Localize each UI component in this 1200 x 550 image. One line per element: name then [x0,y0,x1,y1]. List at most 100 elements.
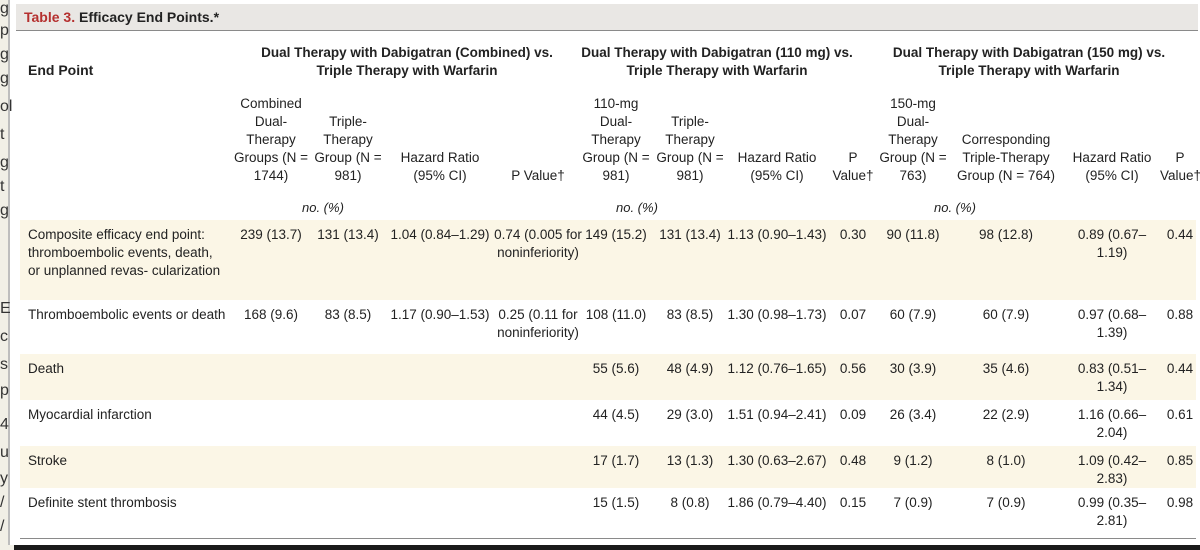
adjacent-page-fragment: / [0,518,5,535]
row-label: Thromboembolic events or death [28,307,226,322]
table-cell: 8 (0.8) [670,495,710,510]
table-cell: 149 (15.2) [585,227,647,242]
column-header-text: P Value† [832,150,874,183]
table-cell: 60 (7.9) [889,307,937,322]
column-header: Hazard Ratio (95% CI) [386,95,494,185]
table-cell: 108 (11.0) [585,307,647,322]
column-header: Triple- Therapy Group (N = 981) [654,95,726,185]
table-cell: 131 (13.4) [659,227,721,242]
adjacent-page-fragment: 4 [0,416,9,433]
table-cell: 131 (13.4) [317,227,379,242]
table-cell: 1.86 (0.79–4.40) [727,495,827,510]
table-cell: 0.83 (0.51–1.34) [1077,361,1147,394]
table-cell: 30 (3.9) [889,361,937,376]
table-cell: 1.16 (0.66–2.04) [1077,407,1147,440]
adjacent-page-fragment: s [0,356,8,373]
table-cell: 1.17 (0.90–1.53) [390,307,490,322]
bottom-rule [20,538,1196,539]
adjacent-page-fragment: y [0,470,8,487]
units-label: no. (%) [616,200,658,215]
table-cell: 1.09 (0.42–2.83) [1077,453,1147,486]
adjacent-page-fragment: c [0,328,8,345]
column-header-text: Corresponding Triple-Therapy Group (N = … [957,132,1055,183]
table-cell: 0.15 [839,495,867,510]
end-point-header: End Point [28,62,94,78]
column-header-text: Hazard Ratio (95% CI) [1072,150,1152,183]
column-header: 110-mg Dual- Therapy Group (N = 981) [578,95,654,185]
table-cell: 0.98 [1166,495,1194,510]
adjacent-page-fragment: p [0,22,9,39]
table-number: Table 3. [24,9,76,25]
table-cell: 26 (3.4) [889,407,937,422]
table-cell: 1.04 (0.84–1.29) [390,227,490,242]
table-cell: 0.25 (0.11 for noninferiority) [497,307,579,340]
table-cell: 90 (11.8) [886,227,940,242]
column-header: Corresponding Triple-Therapy Group (N = … [948,95,1064,185]
column-header: Combined Dual- Therapy Groups (N = 1744) [232,95,310,185]
column-header: P Value† [828,95,878,185]
table-cell: 83 (8.5) [324,307,372,322]
adjacent-page-fragment: g [0,70,9,87]
table-cell: 0.09 [839,407,867,422]
table-cell: 55 (5.6) [592,361,640,376]
column-header-text: Triple- Therapy Group (N = 981) [314,114,382,183]
table-row [20,446,1196,488]
table-cell: 1.30 (0.98–1.73) [727,307,827,322]
table-cell: 98 (12.8) [978,227,1034,242]
column-header: Hazard Ratio (95% CI) [726,95,828,185]
table-cell: 60 (7.9) [982,307,1030,322]
table-cell: 1.30 (0.63–2.67) [727,453,827,468]
table-cell: 0.44 [1166,361,1194,376]
column-group-header: Dual Therapy with Dabigatran (150 mg) vs… [892,45,1166,78]
table-cell: 9 (1.2) [893,453,933,468]
adjacent-page-fragment: g [0,46,9,63]
row-label: Death [28,361,65,376]
column-header: Hazard Ratio (95% CI) [1064,95,1160,185]
column-header: P Value† [494,95,582,185]
column-header: 150-mg Dual- Therapy Group (N = 763) [878,95,948,185]
units-label: no. (%) [302,200,344,215]
table-cell: 7 (0.9) [986,495,1026,510]
table-cell: 8 (1.0) [986,453,1026,468]
column-header-text: P Value† [511,168,565,183]
column-header-text: P Value† [1160,150,1200,183]
row-label: Composite efficacy end point: thromboemb… [28,227,221,278]
column-header-text: 150-mg Dual- Therapy Group (N = 763) [879,96,947,183]
table-row [20,354,1196,400]
table-cell: 0.44 [1166,227,1194,242]
column-header-text: Combined Dual- Therapy Groups (N = 1744) [234,96,308,183]
adjacent-page-fragment: g [0,0,9,17]
table-cell: 1.13 (0.90–1.43) [727,227,827,242]
column-header: Triple- Therapy Group (N = 981) [310,95,386,185]
table-cell: 7 (0.9) [893,495,933,510]
column-header-text: Hazard Ratio (95% CI) [737,150,817,183]
column-header-text: Triple- Therapy Group (N = 981) [656,114,724,183]
column-header-text: 110-mg Dual- Therapy Group (N = 981) [582,96,650,183]
table-cell: 168 (9.6) [243,307,299,322]
table-cell: 0.85 [1166,453,1194,468]
table-cell: 22 (2.9) [982,407,1030,422]
table-cell: 0.61 [1166,407,1194,422]
table-cell: 29 (3.0) [666,407,714,422]
adjacent-page-fragment: g [0,202,9,219]
column-header-text: Hazard Ratio (95% CI) [400,150,480,183]
adjacent-page-fragment: u [0,444,9,461]
row-label: Myocardial infarction [28,407,152,422]
table-cell: 0.07 [839,307,867,322]
table-title-text: Efficacy End Points.* [75,9,220,25]
table-cell: 1.12 (0.76–1.65) [727,361,827,376]
adjacent-page-fragment: t [0,178,5,195]
column-group-header: Dual Therapy with Dabigatran (Combined) … [261,45,553,78]
table-cell: 15 (1.5) [592,495,640,510]
table-cell: 48 (4.9) [666,361,714,376]
table-cell: 17 (1.7) [592,453,640,468]
table-cell: 0.99 (0.35–2.81) [1077,495,1147,528]
table-cell: 0.97 (0.68–1.39) [1077,307,1147,340]
table-cell: 0.56 [839,361,867,376]
table-sheet: Table 3. Efficacy End Points.* End Point… [8,0,1200,545]
table-row [20,220,1196,300]
table-cell: 13 (1.3) [666,453,714,468]
row-label: Stroke [28,453,68,468]
table-cell: 0.88 [1166,307,1194,322]
adjacent-page-fragment: g [0,154,9,171]
